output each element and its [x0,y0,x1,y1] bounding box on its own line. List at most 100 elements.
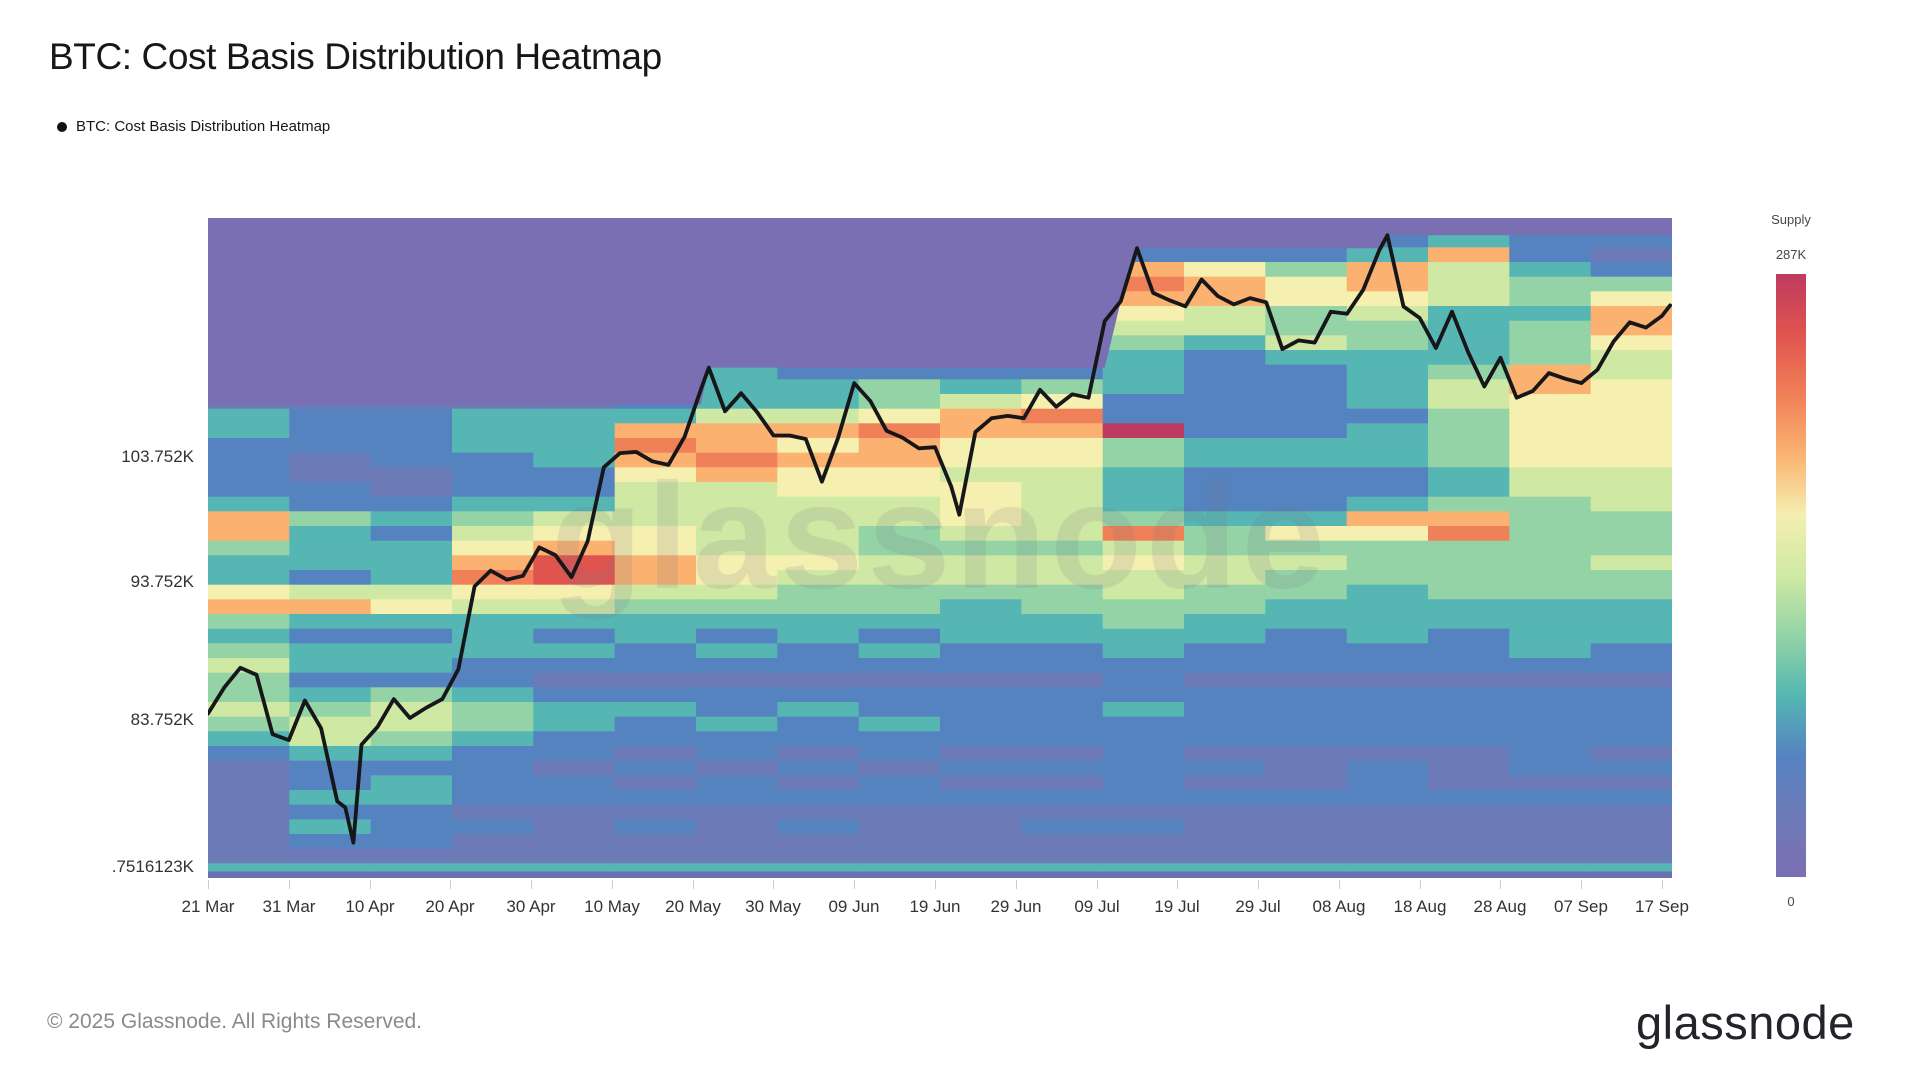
heatmap-cell [1021,467,1104,483]
heatmap-cell [777,599,860,615]
heatmap-cell [1102,702,1185,718]
heatmap-cell [289,540,372,556]
heatmap-cell [370,687,453,703]
heatmap-cell [858,628,941,644]
heatmap-cell [370,848,453,864]
heatmap-cell [452,702,534,718]
heatmap-cell [858,716,941,732]
heatmap-cell [1184,848,1266,864]
heatmap-cell [1428,834,1510,850]
heatmap-cell [1428,438,1510,454]
heatmap-cell [208,555,290,571]
heatmap-cell [696,526,778,542]
heatmap-cell [452,848,534,864]
heatmap-cell [614,496,697,512]
heatmap-cell [452,731,534,747]
heatmap-cell [370,496,453,512]
heatmap-cell [1346,496,1429,512]
x-axis-tick-mark [1097,880,1098,889]
heatmap-cell [289,570,372,586]
legend-item[interactable]: BTC: Cost Basis Distribution Heatmap [57,118,330,135]
heatmap-cell [1509,819,1592,835]
heatmap-cell [1265,364,1348,380]
heatmap-cell [696,628,778,644]
heatmap-cell [533,482,616,498]
heatmap-cell [1265,687,1348,703]
heatmap-cell [1346,658,1429,674]
heatmap-cell [1428,423,1510,439]
heatmap-cell [452,496,534,512]
heatmap-cell [1590,364,1672,380]
heatmap-cell [1428,570,1510,586]
heatmap-cell [289,482,372,498]
heatmap-cell [696,819,778,835]
heatmap-plot-area[interactable]: glassnode [208,218,1672,878]
heatmap-cell [1428,482,1510,498]
heatmap-cell [370,746,453,762]
heatmap-cell [614,423,697,439]
heatmap-cell [1509,834,1592,850]
heatmap-cell [370,643,453,659]
heatmap-cell [452,819,534,835]
heatmap-cell [533,452,616,468]
heatmap-cell [1021,731,1104,747]
heatmap-cell [370,614,453,630]
heatmap-cell [696,760,778,776]
y-axis-tick-label: 83.752K [130,710,194,729]
heatmap-cell [940,848,1022,864]
heatmap-cell [1102,320,1185,336]
heatmap-cell [452,746,534,762]
heatmap-cell [1346,452,1429,468]
x-axis-tick-label: 10 Apr [345,897,395,916]
heatmap-cell [858,452,941,468]
colorbar-min-label: 0 [1787,894,1795,909]
y-axis-tick-label: .7516123K [111,857,194,876]
heatmap-cell [858,643,941,659]
heatmap-cell [614,702,697,718]
heatmap-cell [208,804,290,820]
heatmap-cell [1021,834,1104,850]
heatmap-cell [208,687,290,703]
x-axis-tick-mark [1177,880,1178,889]
heatmap-cell [1184,320,1266,336]
heatmap-cell [1346,276,1429,292]
heatmap-cell [1102,394,1185,410]
heatmap-cell [1021,526,1104,542]
heatmap-cell [1184,790,1266,806]
x-axis-tick-mark [450,880,451,889]
heatmap-cell [940,394,1022,410]
heatmap-cell [1021,408,1104,424]
heatmap-cell [1509,540,1592,556]
heatmap-cell [1265,247,1348,263]
heatmap-cell [1428,775,1510,791]
heatmap-cell [1021,658,1104,674]
heatmap-cell [1590,438,1672,454]
heatmap-cell [289,643,372,659]
heatmap-cell [1346,482,1429,498]
heatmap-cell [1428,628,1510,644]
heatmap-cell [777,775,860,791]
heatmap-cell [777,848,860,864]
heatmap-cell [858,790,941,806]
heatmap-cell [696,482,778,498]
heatmap-cell [1265,790,1348,806]
heatmap-cell [289,496,372,512]
heatmap-cell [1346,672,1429,688]
heatmap-cell [1428,643,1510,659]
heatmap-cell [1346,540,1429,556]
heatmap-cell [1102,716,1185,732]
heatmap-cell [208,672,290,688]
heatmap-cell [1428,511,1510,527]
heatmap-cell [1184,658,1266,674]
heatmap-cell [1509,672,1592,688]
heatmap-cell [289,672,372,688]
heatmap-cell [1346,628,1429,644]
heatmap-cell [370,482,453,498]
heatmap-cell [208,408,290,424]
heatmap-cell [1428,467,1510,483]
heatmap-cell [940,555,1022,571]
heatmap-cell [1509,804,1592,820]
heatmap-cell [614,628,697,644]
heatmap-cell [1184,452,1266,468]
heatmap-cell [777,716,860,732]
